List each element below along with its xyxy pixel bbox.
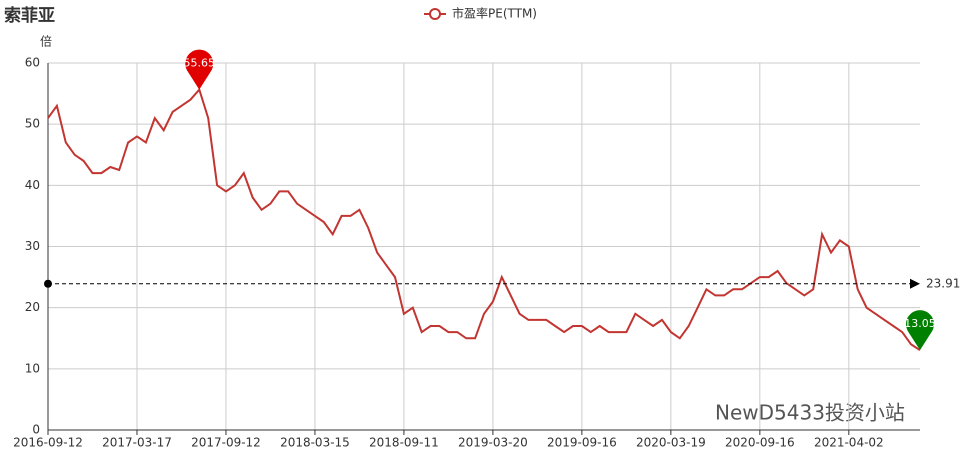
y-tick-label: 50: [25, 117, 40, 131]
y-axis-label: 倍: [40, 34, 52, 49]
y-tick-label: 60: [25, 56, 40, 70]
chart-title: 索菲亚: [4, 5, 55, 26]
legend-marker: [429, 8, 441, 20]
min-pin-label: 13.05: [904, 317, 936, 330]
x-tick-label: 2020-03-19: [636, 436, 706, 450]
x-tick-label: 2017-03-17: [102, 436, 172, 450]
x-tick-label: 2019-03-20: [458, 436, 528, 450]
max-pin: [185, 49, 214, 90]
x-tick-label: 2019-09-16: [547, 436, 617, 450]
y-tick-label: 40: [25, 178, 40, 192]
min-pin: [906, 310, 935, 351]
y-tick-label: 20: [25, 300, 40, 314]
x-tick-label: 2020-09-16: [725, 436, 795, 450]
x-tick-label: 2016-09-12: [13, 436, 83, 450]
y-tick-label: 10: [25, 361, 40, 375]
y-tick-label: 0: [32, 423, 40, 437]
average-arrow: [910, 278, 920, 289]
x-tick-label: 2018-09-11: [369, 436, 439, 450]
legend-label: 市盈率PE(TTM): [452, 6, 537, 21]
max-pin-label: 55.65: [184, 57, 216, 70]
watermark: NewD5433投资小站: [715, 401, 905, 425]
x-tick-label: 2017-09-12: [191, 436, 261, 450]
series-line: [47, 87, 921, 352]
average-start: [44, 279, 52, 288]
average-label: 23.91: [926, 276, 960, 290]
y-tick-label: 30: [25, 239, 40, 253]
x-tick-label: 2018-03-15: [280, 436, 350, 450]
x-tick-label: 2021-04-02: [814, 436, 884, 450]
